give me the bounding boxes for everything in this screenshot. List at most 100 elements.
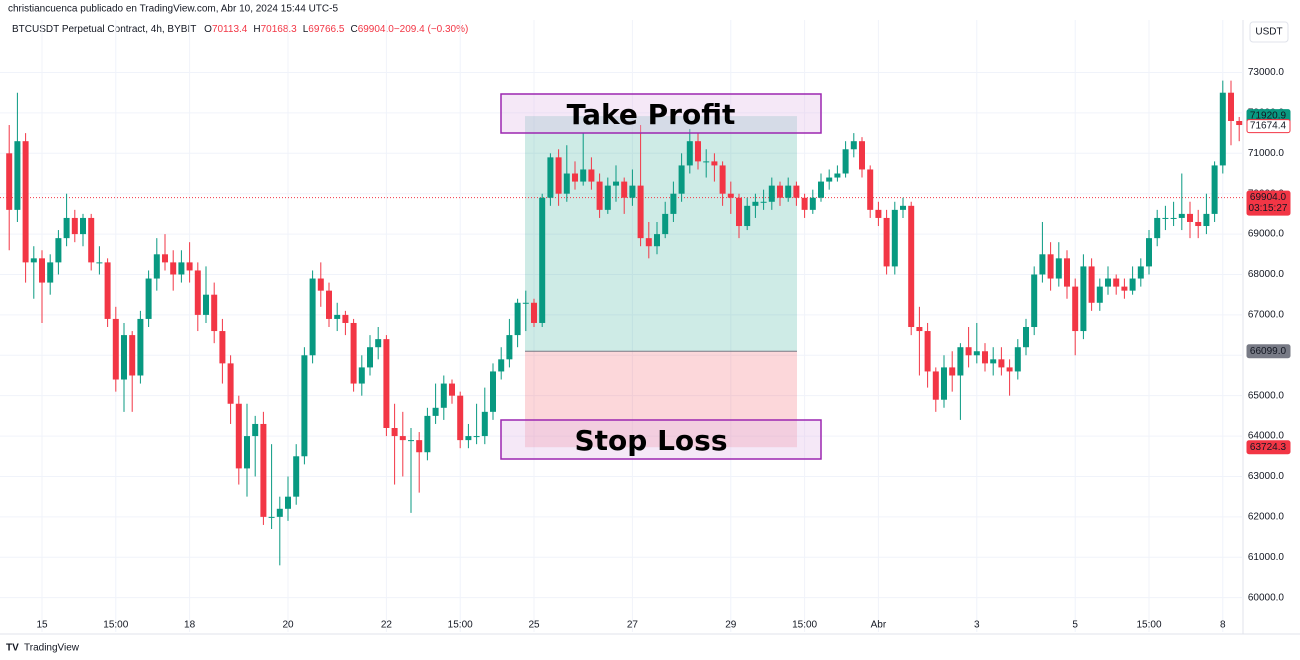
candle-body (104, 262, 111, 319)
candle-body (957, 347, 964, 376)
annotation-box (500, 419, 822, 460)
candle-body (342, 314, 349, 323)
candle-body (367, 347, 373, 368)
candle-body (203, 294, 209, 315)
candle-body (219, 331, 226, 364)
price-label-bg (1246, 344, 1291, 359)
price-label: 69904.0 (1250, 192, 1287, 203)
candle-body (842, 149, 849, 174)
legend-value: 69766.5 (308, 24, 345, 35)
candle-body (809, 197, 816, 210)
price-label: 66099.0 (1250, 346, 1287, 357)
candle-body (416, 440, 423, 453)
candle-body (1129, 278, 1136, 291)
logo: TV (6, 643, 19, 654)
candle-body (760, 201, 767, 203)
candle-body (186, 262, 193, 271)
candle-body (1195, 221, 1202, 227)
x-tick-label: 3 (974, 620, 980, 631)
x-tick-label: 15:00 (792, 620, 817, 631)
candle-body (777, 185, 783, 198)
price-label: 71674.4 (1250, 121, 1287, 132)
annotation-text: Take Profit (567, 98, 736, 131)
candle-body (178, 262, 185, 275)
candle-body (1162, 217, 1169, 219)
candle-body (752, 201, 759, 206)
x-tick-label: 20 (282, 620, 294, 631)
candle-body (932, 371, 939, 400)
candle-body (850, 141, 857, 150)
candle-body (1113, 278, 1120, 287)
candle-body (1047, 254, 1054, 279)
candle-body (55, 238, 62, 263)
price-label-bg (1246, 119, 1291, 134)
candle-body (153, 254, 160, 279)
candle-body (883, 217, 890, 267)
candle-body (859, 141, 865, 170)
candle-body (326, 290, 332, 319)
candle-body (301, 355, 308, 457)
candle-body (908, 205, 915, 328)
y-tick-label: 61000.0 (1248, 552, 1285, 563)
candle-body (1121, 286, 1128, 291)
x-tick-label: 29 (725, 620, 737, 631)
legend: BTCUSDT Perpetual Contract, 4h, BYBIT O70… (12, 24, 468, 35)
candle-body (629, 185, 636, 198)
candle-body (744, 205, 751, 227)
candle-body (1228, 92, 1234, 121)
y-tick-label: 63000.0 (1248, 471, 1285, 482)
candle-body (998, 359, 1005, 368)
candle-body (375, 339, 382, 348)
currency-label[interactable]: USDT (1255, 27, 1282, 38)
candle-body (924, 331, 931, 372)
x-tick-label: Abr (871, 620, 887, 631)
candle-body (211, 294, 218, 332)
candle-body (645, 238, 652, 247)
candle-body (260, 423, 267, 517)
candle-body (96, 262, 103, 264)
candle-body (1055, 258, 1062, 279)
legend-value: 69904.0 (358, 24, 395, 35)
x-tick-label: 15:00 (1136, 620, 1161, 631)
candle-body (63, 217, 70, 239)
candle-body (703, 161, 710, 163)
candle-body (793, 185, 800, 198)
candle-body (1178, 213, 1185, 218)
annotation-box (500, 93, 822, 134)
legend-value: 70168.3 (261, 24, 298, 35)
candle-body (719, 165, 726, 194)
candle-body (506, 335, 513, 360)
candle-body (71, 217, 78, 235)
candle-body (358, 367, 365, 384)
candle-body (350, 322, 357, 384)
candle-body (408, 440, 414, 442)
y-tick-label: 67000.0 (1248, 310, 1285, 321)
candle-body (949, 367, 956, 376)
candle-body (1064, 258, 1070, 287)
x-tick-label: 22 (381, 620, 393, 631)
candle-body (547, 157, 554, 198)
candle-body (6, 153, 13, 210)
candle-body (424, 415, 431, 453)
candle-body (572, 173, 578, 182)
candle-body (145, 278, 152, 319)
candle-body (22, 141, 29, 263)
price-label: 63724.3 (1250, 442, 1287, 453)
candle-body (1006, 367, 1013, 372)
candle-body (1211, 165, 1218, 214)
candle-body (900, 205, 906, 210)
candle-body (498, 359, 505, 372)
candle-body (768, 185, 775, 202)
legend-key: C (350, 24, 357, 35)
x-tick-label: 27 (627, 620, 639, 631)
candle-body (1023, 327, 1029, 348)
candle-body (227, 363, 234, 404)
currency-button[interactable] (1249, 21, 1289, 43)
candle-body (268, 516, 275, 518)
candle-body (1154, 217, 1161, 239)
candle-body (1105, 278, 1111, 287)
candle-body (637, 185, 644, 239)
candle-body (654, 234, 660, 247)
candle-body (1080, 266, 1087, 332)
